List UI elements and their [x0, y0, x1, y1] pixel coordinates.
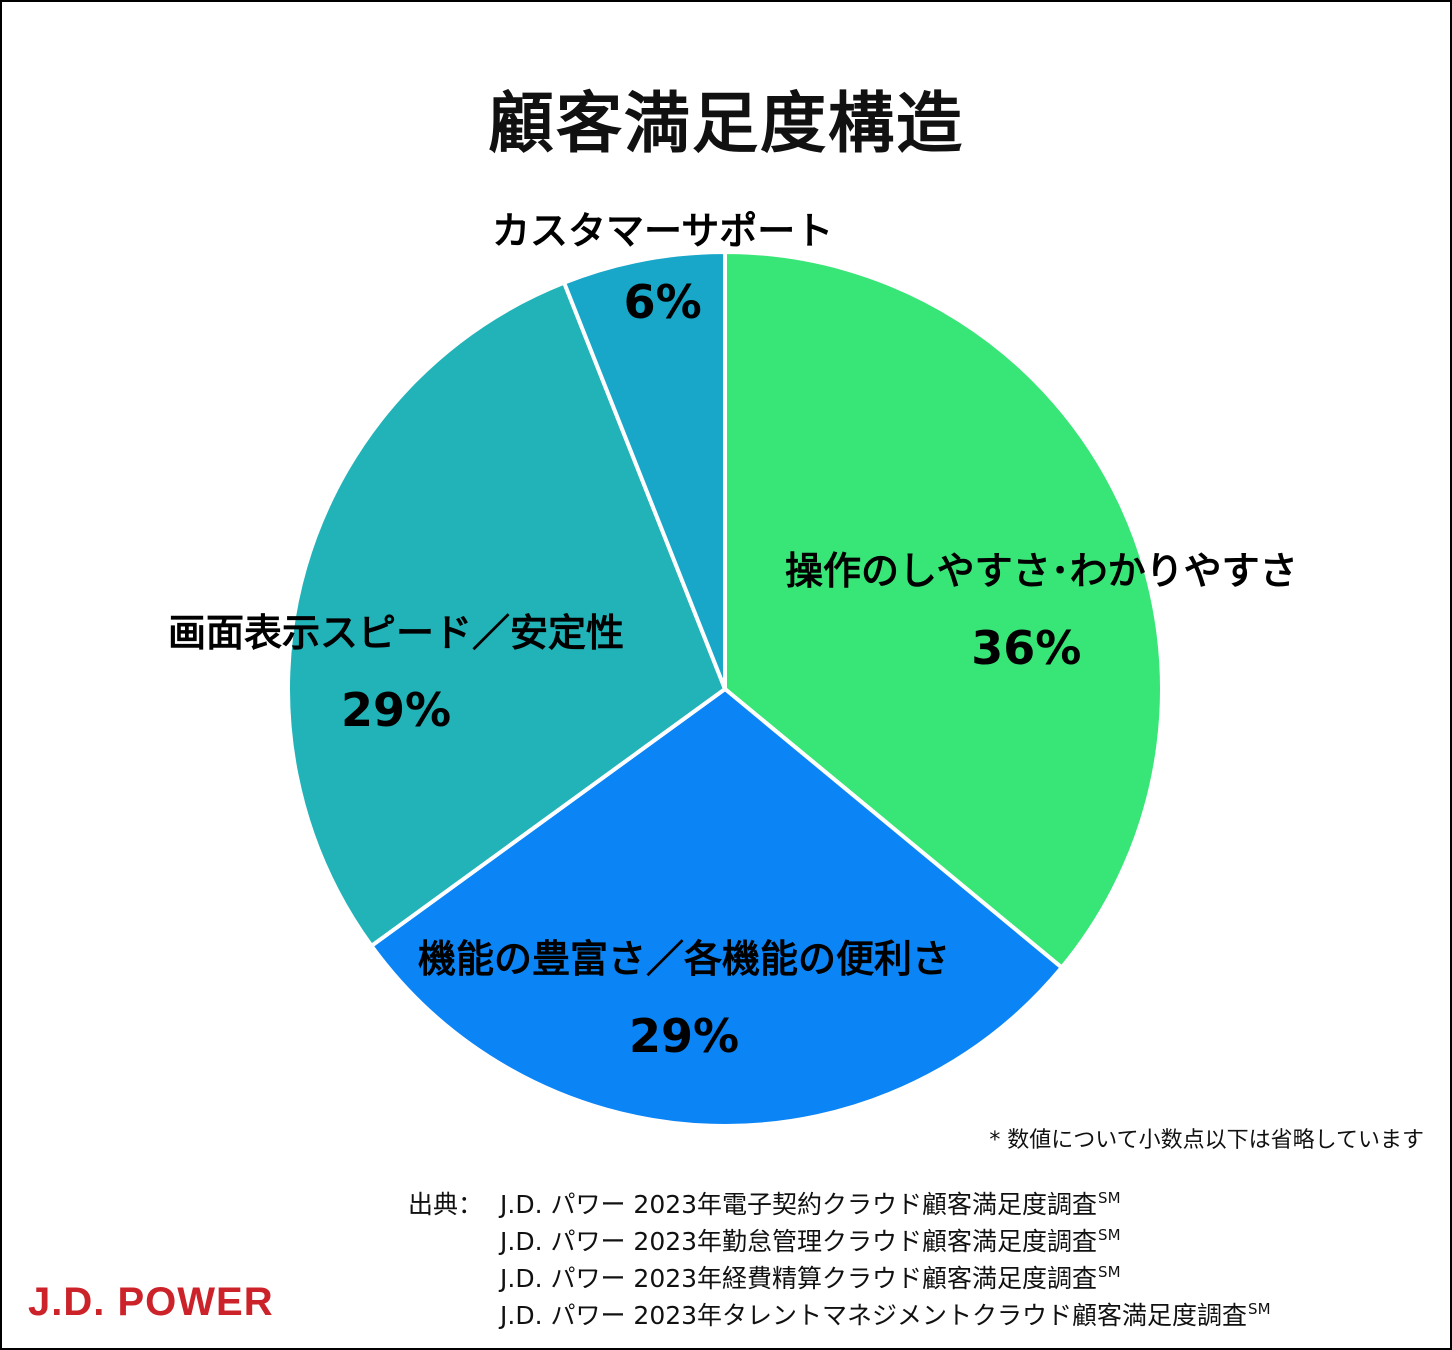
- slice-label-ease-of-use: 操作のしやすさ･わかりやすさ: [785, 549, 1298, 593]
- footnote: * 数値について小数点以下は省略しています: [989, 1128, 1424, 1153]
- source-row: J.D. パワー 2023年タレントマネジメントクラウド顧客満足度調査SM: [408, 1295, 1271, 1332]
- slice-0-label-group: 操作のしやすさ･わかりやすさ 36%: [785, 540, 1298, 675]
- chart-title: 顧客満足度構造: [488, 85, 964, 162]
- slice-value-functionality: 29%: [628, 1009, 740, 1063]
- source-heading: 出典：: [408, 1189, 484, 1219]
- slice-value-display-speed: 29%: [340, 683, 452, 737]
- slice-2-label-group: 画面表示スピード／安定性 29%: [168, 602, 624, 737]
- service-mark: SM: [1098, 1188, 1121, 1207]
- source-row: 出典： J.D. パワー 2023年電子契約クラウド顧客満足度調査SM: [408, 1184, 1271, 1221]
- source-block: 出典： J.D. パワー 2023年電子契約クラウド顧客満足度調査SM J.D.…: [408, 1184, 1271, 1332]
- pie-slice-display-speed: [286, 280, 727, 948]
- source-line: J.D. パワー 2023年経費精算クラウド顧客満足度調査SM: [500, 1262, 1121, 1293]
- service-mark: SM: [1098, 1262, 1121, 1281]
- slice-1-label-group: 機能の豊富さ／各機能の便利さ 29%: [418, 928, 950, 1063]
- source-row: J.D. パワー 2023年勤怠管理クラウド顧客満足度調査SM: [408, 1221, 1271, 1258]
- pie-slice-functionality: [369, 687, 1064, 1128]
- source-line: J.D. パワー 2023年タレントマネジメントクラウド顧客満足度調査SM: [500, 1299, 1271, 1330]
- source-row: J.D. パワー 2023年経費精算クラウド顧客満足度調査SM: [408, 1258, 1271, 1295]
- pie-slice-ease-of-use: [723, 250, 1164, 970]
- slice-value-customer-support: 6%: [623, 275, 702, 329]
- pie-slice-customer-support: [562, 250, 727, 691]
- slice-3-label-group: カスタマーサポート 6%: [492, 200, 833, 329]
- jd-power-logo: J.D. POWER: [28, 1280, 274, 1324]
- source-line: J.D. パワー 2023年電子契約クラウド顧客満足度調査SM: [500, 1188, 1121, 1219]
- service-mark: SM: [1098, 1225, 1121, 1244]
- service-mark: SM: [1248, 1299, 1271, 1318]
- slice-label-display-speed: 画面表示スピード／安定性: [168, 611, 625, 655]
- slice-label-functionality: 機能の豊富さ／各機能の便利さ: [418, 937, 951, 981]
- slice-label-customer-support: カスタマーサポート: [492, 209, 834, 253]
- source-line: J.D. パワー 2023年勤怠管理クラウド顧客満足度調査SM: [500, 1225, 1121, 1256]
- slice-value-ease-of-use: 36%: [971, 621, 1082, 675]
